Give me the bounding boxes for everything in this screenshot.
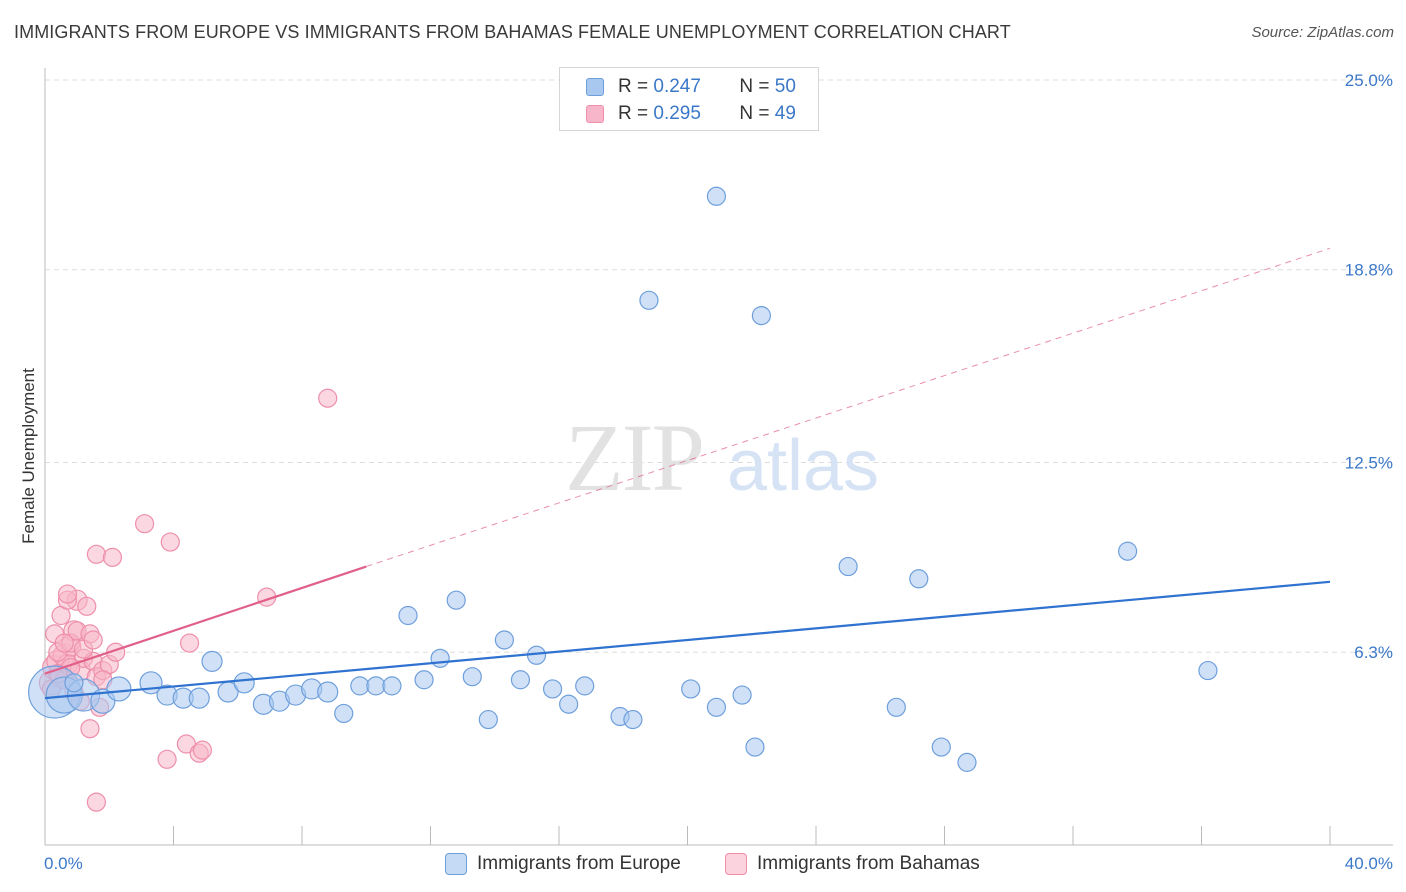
bahamas-point (192, 740, 213, 760)
y-tick-label: 25.0% (1345, 71, 1393, 90)
europe-legend-label: Immigrants from Europe (477, 853, 681, 874)
europe-point (478, 709, 498, 730)
europe-point (430, 648, 450, 668)
europe-point (706, 697, 727, 717)
europe-point (931, 737, 951, 757)
europe-point (382, 676, 402, 696)
bahamas-point (160, 532, 180, 552)
bahamas-point (86, 544, 107, 564)
bahamas-point (102, 547, 123, 567)
watermark-zip: ZIP (565, 404, 703, 511)
bahamas-point (77, 596, 97, 616)
bahamas-point (86, 792, 107, 812)
europe-point (542, 679, 563, 699)
bahamas-points (38, 388, 338, 812)
europe-point (446, 590, 466, 610)
bahamas-point (83, 630, 103, 650)
europe-point (414, 670, 434, 690)
europe-n-label: N = (739, 76, 775, 97)
europe-point (575, 676, 595, 696)
legend-row-europe: R = 0.247 N = 50 (586, 75, 796, 99)
bahamas-r-value: 0.295 (653, 103, 701, 124)
europe-point (233, 672, 255, 694)
y-tick-labels: 6.3% 12.5% 18.8% 25.0% (1345, 71, 1393, 662)
bahamas-n-label: N = (739, 103, 775, 124)
europe-point (334, 703, 354, 724)
bahamas-n-value: 49 (774, 103, 796, 124)
correlation-legend: R = 0.247 N = 50 R = 0.295 N = 49 (559, 67, 819, 131)
bahamas-point (57, 584, 78, 604)
europe-legend-swatch (445, 853, 467, 875)
bottom-legend-europe[interactable]: Immigrants from Europe (445, 851, 681, 877)
y-tick-label: 6.3% (1354, 643, 1393, 662)
europe-point (838, 556, 858, 577)
bahamas-point (54, 633, 74, 653)
y-tick-label: 12.5% (1345, 454, 1393, 473)
grid-lines (45, 79, 1393, 653)
europe-point (751, 306, 771, 326)
bahamas-trend-line (44, 565, 367, 675)
axes (44, 68, 1393, 846)
europe-point (909, 569, 929, 589)
europe-point (188, 687, 210, 709)
europe-swatch (586, 78, 604, 96)
europe-n-value: 50 (774, 76, 796, 97)
europe-r-value: 0.247 (653, 76, 701, 97)
europe-point (706, 186, 727, 206)
watermark: ZIP atlas (565, 404, 879, 511)
europe-point (494, 630, 514, 650)
y-axis-label: Female Unemployment (19, 368, 38, 544)
europe-point (623, 709, 643, 730)
watermark-atlas: atlas (727, 426, 879, 506)
x-tick-min: 0.0% (44, 854, 83, 873)
bahamas-r-label: R = (618, 103, 654, 124)
europe-r-label: R = (618, 76, 654, 97)
bahamas-point (80, 719, 100, 739)
bahamas-point (157, 749, 177, 769)
bahamas-legend-swatch (725, 853, 747, 875)
europe-point (639, 290, 659, 310)
source-label: Source: ZipAtlas.com (1251, 24, 1394, 41)
europe-point (1118, 541, 1138, 561)
europe-point (681, 679, 701, 699)
bahamas-point (318, 388, 338, 408)
europe-point (745, 737, 765, 757)
europe-point (732, 685, 752, 705)
europe-point (201, 650, 223, 673)
chart-title: IMMIGRANTS FROM EUROPE VS IMMIGRANTS FRO… (14, 22, 1011, 42)
europe-point (398, 605, 418, 626)
europe-point (350, 676, 370, 696)
europe-point (957, 752, 977, 772)
trend-lines (44, 247, 1331, 700)
legend-row-bahamas: R = 0.295 N = 49 (586, 102, 796, 126)
bahamas-swatch (586, 105, 604, 123)
europe-point (317, 681, 339, 703)
europe-point (462, 667, 482, 687)
bahamas-point (134, 514, 155, 534)
europe-trend-line (44, 580, 1331, 700)
europe-point (559, 694, 579, 714)
europe-point (366, 676, 386, 696)
x-tick-max: 40.0% (1345, 854, 1393, 873)
bottom-legend-bahamas[interactable]: Immigrants from Bahamas (725, 851, 980, 877)
y-tick-label: 18.8% (1345, 261, 1393, 280)
europe-point (64, 673, 84, 693)
europe-point (106, 676, 132, 702)
bahamas-trend-extension (366, 247, 1331, 568)
europe-point (886, 697, 906, 717)
europe-point (1198, 660, 1218, 681)
bahamas-point (179, 633, 200, 653)
europe-point (510, 670, 531, 690)
bahamas-legend-label: Immigrants from Bahamas (757, 853, 980, 874)
